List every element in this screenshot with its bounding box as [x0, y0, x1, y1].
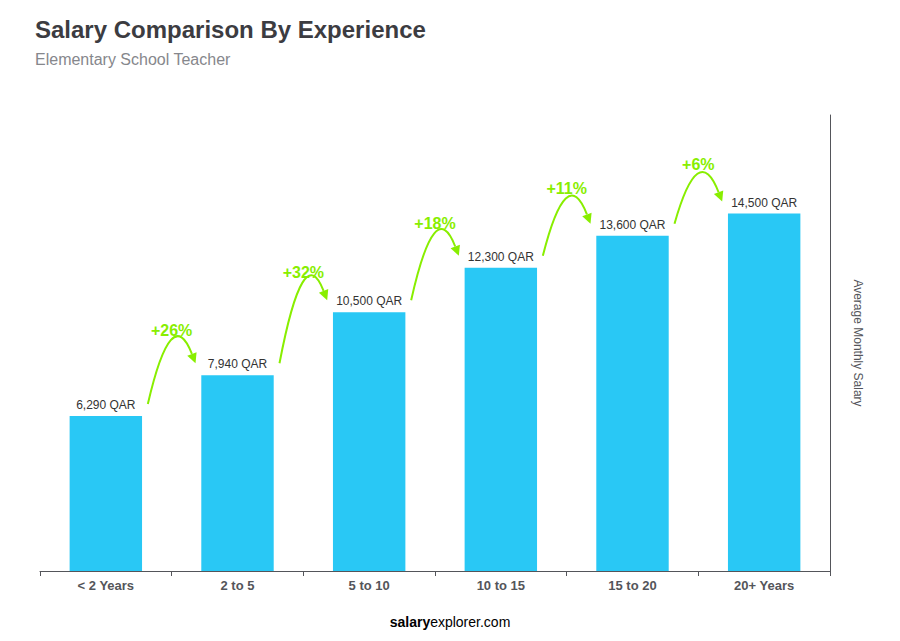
svg-text:salary: salary [390, 614, 431, 630]
svg-text:12,300 QAR: 12,300 QAR [468, 250, 534, 264]
svg-text:Elementary School Teacher: Elementary School Teacher [35, 51, 231, 68]
svg-text:explorer.com: explorer.com [430, 614, 510, 630]
svg-text:+32%: +32% [283, 264, 324, 281]
svg-text:20+ Years: 20+ Years [734, 578, 794, 593]
svg-text:5 to 10: 5 to 10 [349, 578, 390, 593]
svg-text:10 to 15: 10 to 15 [477, 578, 525, 593]
svg-text:+6%: +6% [682, 156, 714, 173]
svg-text:Average Monthly Salary: Average Monthly Salary [851, 279, 865, 406]
svg-text:+18%: +18% [414, 215, 455, 232]
svg-text:Salary Comparison By Experienc: Salary Comparison By Experience [35, 16, 426, 43]
svg-text:13,600 QAR: 13,600 QAR [599, 218, 665, 232]
svg-text:+11%: +11% [546, 180, 586, 197]
svg-text:14,500 QAR: 14,500 QAR [731, 196, 797, 210]
svg-text:10,500 QAR: 10,500 QAR [336, 294, 402, 308]
svg-text:15 to 20: 15 to 20 [608, 578, 656, 593]
svg-text:7,940 QAR: 7,940 QAR [208, 357, 268, 371]
svg-text:6,290 QAR: 6,290 QAR [76, 398, 136, 412]
svg-text:2 to 5: 2 to 5 [221, 578, 255, 593]
svg-text:+26%: +26% [151, 322, 192, 339]
svg-text:< 2 Years: < 2 Years [78, 578, 135, 593]
